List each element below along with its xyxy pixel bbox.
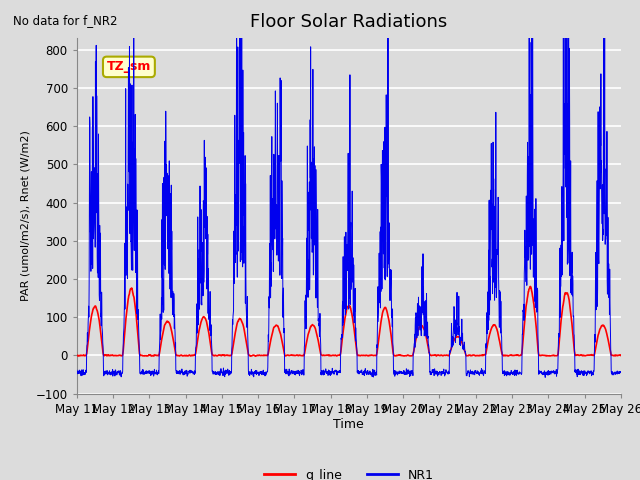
X-axis label: Time: Time: [333, 419, 364, 432]
Text: TZ_sm: TZ_sm: [107, 60, 151, 73]
Title: Floor Solar Radiations: Floor Solar Radiations: [250, 13, 447, 31]
Y-axis label: PAR (umol/m2/s), Rnet (W/m2): PAR (umol/m2/s), Rnet (W/m2): [20, 131, 30, 301]
Text: No data for f_NR2: No data for f_NR2: [13, 14, 117, 27]
Legend: q_line, NR1: q_line, NR1: [259, 464, 439, 480]
